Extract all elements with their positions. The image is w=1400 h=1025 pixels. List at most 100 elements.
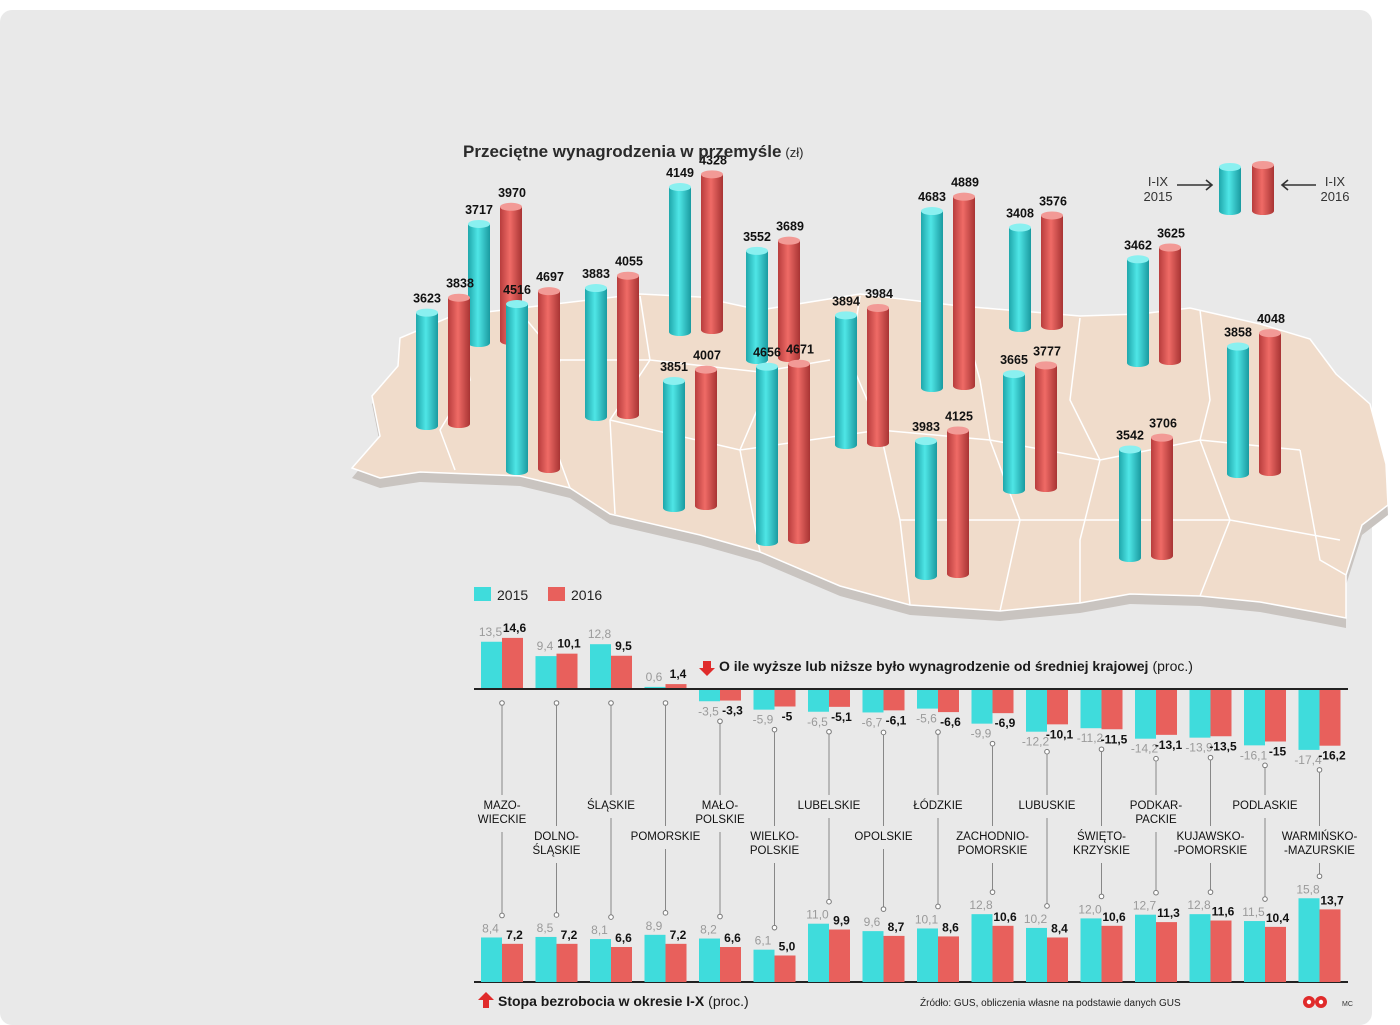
unemployment-label-2015: 10,2 bbox=[1024, 912, 1048, 926]
region-pair: 3623 3838 bbox=[413, 277, 474, 430]
unemployment-bar-2015 bbox=[1189, 914, 1211, 982]
unemployment-bar-2016 bbox=[556, 943, 578, 982]
deviation-bar-2016 bbox=[1319, 689, 1341, 746]
deviation-label-2015: -5,6 bbox=[916, 712, 937, 726]
region-pair: 4656 4671 bbox=[753, 343, 814, 546]
unemployment-bar-2016 bbox=[938, 936, 959, 982]
deviation-label-2016: -13,1 bbox=[1155, 738, 1183, 752]
deviation-bar-2016 bbox=[1210, 689, 1232, 737]
deviation-label-2016: -5,1 bbox=[831, 710, 852, 724]
unemployment-group: 8,9 7,2 bbox=[644, 919, 687, 982]
deviation-group: -5,9 -5 bbox=[753, 689, 796, 727]
chart-title-unit: (zł) bbox=[785, 145, 803, 160]
unemployment-label-2015: 15,8 bbox=[1296, 882, 1320, 896]
deviation-group: -13,9-13,5 bbox=[1185, 689, 1237, 755]
cylinder-2015 bbox=[1009, 223, 1031, 332]
legend-label-2016: 2016 bbox=[571, 587, 602, 603]
deviation-label-2015: 12,8 bbox=[588, 627, 612, 641]
deviation-bar-2016 bbox=[720, 689, 741, 701]
cylinder-2015 bbox=[416, 308, 438, 430]
region-connector: ŁÓDZKIE bbox=[913, 729, 963, 910]
deviation-group: 9,4 10,1 bbox=[535, 637, 581, 689]
deviation-bar-2016 bbox=[611, 655, 632, 689]
value-label-2015: 3983 bbox=[912, 420, 940, 434]
value-label-2015: 3408 bbox=[1006, 207, 1034, 221]
deviation-bar-2015 bbox=[590, 644, 611, 689]
region-name-line2: POMORSKIE bbox=[958, 845, 1028, 857]
region-pair: 3894 3984 bbox=[832, 287, 893, 449]
legend-swatch-2015 bbox=[474, 587, 491, 601]
unemployment-label-2016: 7,2 bbox=[670, 928, 687, 942]
cylinder-2015 bbox=[1227, 342, 1249, 478]
region-pair: 4149 4328 bbox=[666, 153, 727, 336]
region-name: LUBELSKIE bbox=[798, 800, 861, 812]
region-pair: 3462 3625 bbox=[1124, 227, 1185, 367]
value-label-2016: 4889 bbox=[951, 176, 979, 190]
unemployment-bar-2015 bbox=[1298, 898, 1320, 982]
unemployment-bar-2015 bbox=[1135, 914, 1156, 982]
value-label-2015: 3462 bbox=[1124, 238, 1152, 252]
unemployment-group: 8,1 6,6 bbox=[590, 923, 632, 982]
unemployment-label-2015: 12,7 bbox=[1133, 899, 1157, 913]
deviation-label-2015: 9,4 bbox=[537, 639, 554, 653]
unemployment-group: 8,5 7,2 bbox=[535, 921, 578, 982]
cylinder-2016 bbox=[953, 192, 975, 390]
unemployment-group: 12,711,3 bbox=[1133, 899, 1180, 982]
deviation-bar-2016 bbox=[883, 689, 905, 711]
cylinder-2016 bbox=[867, 303, 889, 447]
region-name: PODLASKIE bbox=[1232, 800, 1298, 812]
unemployment-label-2016: 5,0 bbox=[779, 940, 796, 954]
unemployment-bar-2016 bbox=[665, 943, 687, 982]
unemployment-bar-2015 bbox=[1080, 918, 1102, 982]
region-connector: ŚLĄSKIE bbox=[587, 700, 635, 920]
region-connector: ZACHODNIO- POMORSKIE bbox=[956, 740, 1029, 895]
deviation-bar-2015 bbox=[971, 689, 993, 724]
deviation-bar-2016 bbox=[502, 637, 523, 689]
unemployment-label-2016: 8,6 bbox=[942, 920, 959, 934]
publisher-logo bbox=[1303, 996, 1327, 1008]
region-name: ŁÓDZKIE bbox=[913, 799, 963, 812]
deviation-group: -3,5 -3,3 bbox=[698, 689, 743, 718]
region-pair: 3858 4048 bbox=[1224, 312, 1285, 478]
deviation-label-2016: -5 bbox=[782, 710, 793, 724]
legend-cylinder-2016 bbox=[1252, 161, 1274, 215]
region-pair: 3542 3706 bbox=[1116, 417, 1177, 562]
value-label-2016: 3970 bbox=[498, 186, 526, 200]
unemployment-bar-2016 bbox=[1210, 920, 1232, 982]
region-name-line2: ŚLĄSKIE bbox=[533, 844, 581, 857]
value-label-2016: 3576 bbox=[1039, 194, 1067, 208]
deviation-bar-2015 bbox=[699, 689, 720, 702]
unemployment-group: 12,8 11,6 bbox=[1187, 898, 1235, 982]
region-connector: MAŁO- POLSKIE bbox=[695, 718, 745, 920]
deviation-bar-2015 bbox=[1244, 689, 1265, 746]
deviation-label-2016: -3,3 bbox=[722, 704, 743, 718]
arrow-up-icon bbox=[478, 992, 494, 1008]
region-name-line2: -POMORSKIE bbox=[1174, 845, 1248, 857]
cylinder-2016 bbox=[1035, 361, 1057, 492]
region-connector: PODKAR- PACKIE bbox=[1130, 755, 1182, 896]
deviation-label-2015: -13,9 bbox=[1185, 741, 1213, 755]
unemployment-label-2015: 8,2 bbox=[700, 923, 717, 937]
value-label-2015: 3883 bbox=[582, 267, 610, 281]
unemployment-group: 8,2 6,6 bbox=[699, 923, 741, 982]
region-connector: OPOLSKIE bbox=[854, 729, 913, 912]
unemployment-label-2016: 10,6 bbox=[993, 910, 1017, 924]
unemployment-bar-2016 bbox=[611, 947, 632, 982]
unemployment-label-2016: 6,6 bbox=[724, 931, 741, 945]
unemployment-label-2016: 8,7 bbox=[888, 920, 905, 934]
value-label-2015: 4149 bbox=[666, 166, 694, 180]
deviation-bar-2015 bbox=[1189, 689, 1211, 738]
value-label-2016: 4007 bbox=[693, 349, 721, 363]
cylinder-2015 bbox=[468, 219, 490, 347]
region-name-line2: KRZYSKIE bbox=[1073, 845, 1130, 857]
unemployment-bar-2015 bbox=[917, 928, 938, 982]
region-name: KUJAWSKO- bbox=[1177, 831, 1245, 843]
deviation-label-2016: 1,4 bbox=[670, 667, 687, 681]
region-name: WIELKO- bbox=[750, 831, 799, 843]
unemployment-bar-2015 bbox=[1026, 927, 1047, 982]
cylinder-2015 bbox=[1127, 255, 1149, 367]
unemployment-bar-2016 bbox=[774, 955, 796, 982]
unemployment-group: 10,28,4 bbox=[1024, 912, 1068, 982]
value-label-2015: 4516 bbox=[503, 283, 531, 297]
deviation-group: -14,2-13,1 bbox=[1131, 689, 1183, 756]
